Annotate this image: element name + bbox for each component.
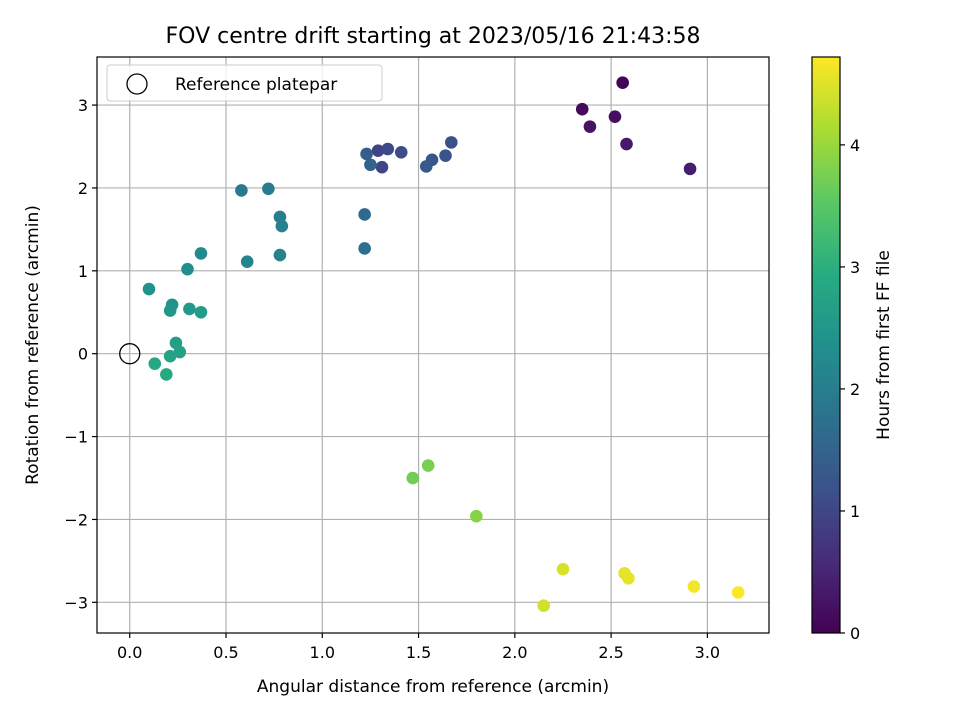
colorbar-tick-label: 2 bbox=[850, 380, 860, 399]
data-point bbox=[160, 368, 173, 381]
y-tick-label: −2 bbox=[64, 510, 88, 529]
data-point bbox=[556, 562, 570, 576]
data-point bbox=[163, 349, 177, 363]
x-tick-label: 0.5 bbox=[213, 643, 238, 662]
data-point bbox=[273, 248, 287, 262]
x-axis-ticks: 0.0 0.5 1.0 1.5 2.0 2.5 3.0 bbox=[117, 633, 720, 662]
data-point bbox=[620, 137, 633, 151]
legend-box bbox=[106, 64, 383, 102]
data-points bbox=[142, 76, 745, 612]
y-tick-label: 0 bbox=[78, 345, 88, 364]
x-tick-label: 3.0 bbox=[695, 643, 720, 662]
data-point bbox=[622, 572, 635, 585]
data-point bbox=[470, 509, 483, 523]
x-axis-label: Angular distance from reference (arcmin) bbox=[257, 677, 609, 697]
data-point bbox=[687, 580, 701, 593]
data-point bbox=[181, 262, 194, 276]
data-point bbox=[575, 102, 589, 116]
x-tick-label: 2.5 bbox=[598, 643, 623, 662]
y-tick-label: 2 bbox=[78, 179, 88, 198]
data-point bbox=[371, 144, 385, 157]
reference-platepar-marker bbox=[119, 343, 141, 365]
data-point bbox=[240, 255, 254, 269]
y-tick-label: 1 bbox=[78, 262, 88, 281]
data-point bbox=[364, 158, 377, 172]
y-tick-label: 3 bbox=[78, 96, 88, 115]
data-point bbox=[235, 184, 248, 197]
plot-frame bbox=[96, 56, 770, 634]
grid bbox=[97, 57, 769, 633]
legend-marker-reference bbox=[126, 73, 148, 95]
colorbar-tick-label: 3 bbox=[850, 258, 860, 277]
data-point bbox=[394, 146, 408, 159]
data-point bbox=[183, 302, 196, 316]
data-point bbox=[173, 345, 187, 359]
data-point bbox=[583, 120, 597, 133]
colorbar-tick-label: 1 bbox=[850, 502, 860, 521]
colorbar-gradient bbox=[811, 56, 841, 634]
data-point bbox=[406, 471, 420, 485]
data-point bbox=[262, 182, 275, 196]
y-axis-label: Rotation from reference (arcmin) bbox=[23, 205, 43, 485]
data-point bbox=[444, 136, 458, 149]
colorbar-label: Hours from first FF file bbox=[874, 250, 894, 440]
data-point bbox=[358, 208, 371, 221]
data-point bbox=[148, 357, 162, 370]
data-point bbox=[421, 459, 435, 472]
x-tick-label: 2.0 bbox=[502, 643, 527, 662]
data-point bbox=[381, 142, 395, 156]
colorbar: 0 1 2 3 4 Hours from first FF file bbox=[811, 56, 894, 643]
data-point bbox=[419, 160, 433, 173]
data-point bbox=[608, 110, 622, 123]
data-point bbox=[683, 162, 697, 176]
data-point bbox=[616, 76, 629, 89]
chart-title: FOV centre drift starting at 2023/05/16 … bbox=[166, 24, 701, 49]
data-point bbox=[142, 282, 156, 296]
data-point bbox=[358, 242, 371, 255]
colorbar-tick-label: 0 bbox=[850, 624, 860, 643]
y-tick-label: −3 bbox=[64, 593, 88, 612]
colorbar-tick-label: 4 bbox=[850, 136, 860, 155]
data-point bbox=[360, 147, 373, 161]
reference-marker-layer bbox=[119, 343, 141, 365]
data-point bbox=[194, 247, 208, 260]
data-point bbox=[163, 304, 177, 317]
y-tick-label: −1 bbox=[64, 428, 88, 447]
y-axis-ticks: −3 −2 −1 0 1 2 3 bbox=[64, 96, 97, 612]
data-point bbox=[439, 149, 452, 162]
plot-area: 0.0 0.5 1.0 1.5 2.0 2.5 3.0 −3 −2 −1 0 1 2 3 bbox=[64, 56, 770, 662]
data-point bbox=[731, 586, 745, 599]
colorbar-ticks: 0 1 2 3 4 bbox=[840, 136, 860, 643]
data-point bbox=[537, 599, 551, 612]
x-tick-label: 0.0 bbox=[117, 643, 142, 662]
legend-label-reference: Reference platepar bbox=[175, 75, 337, 95]
legend: Reference platepar bbox=[106, 64, 383, 102]
data-point bbox=[375, 160, 389, 174]
x-tick-label: 1.0 bbox=[310, 643, 335, 662]
x-tick-label: 1.5 bbox=[406, 643, 431, 662]
data-point bbox=[275, 219, 289, 233]
data-point bbox=[194, 305, 208, 319]
